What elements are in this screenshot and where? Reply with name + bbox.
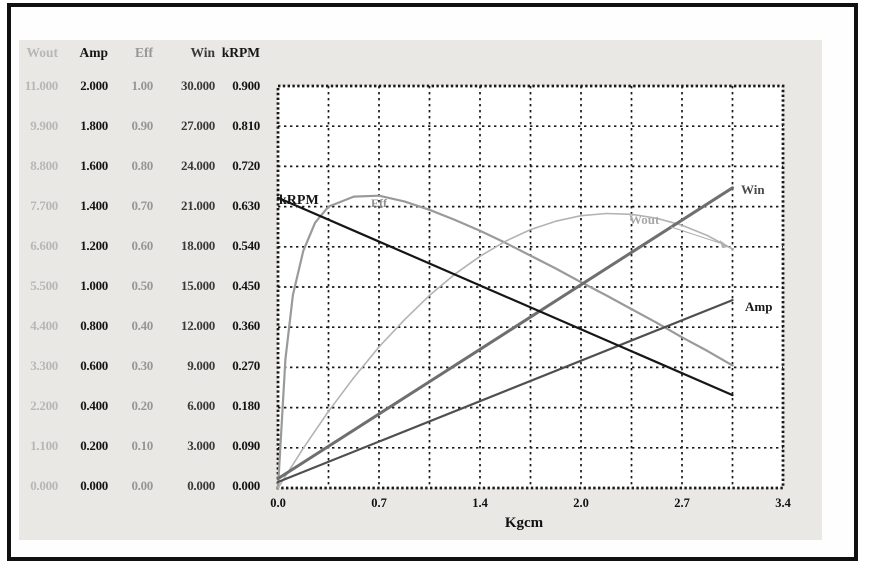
curve-amp bbox=[276, 299, 734, 484]
scale-cell-amp-1: 1.800 bbox=[80, 118, 108, 133]
scale-cell-win-6: 12.000 bbox=[181, 318, 215, 333]
scale-cell-wout-2: 8.800 bbox=[30, 158, 58, 173]
curve-label-amp: Amp bbox=[745, 299, 772, 314]
scale-cell-wout-9: 1.100 bbox=[30, 438, 58, 453]
scale-cell-krpm-10: 0.000 bbox=[232, 478, 260, 493]
scale-cell-eff-5: 0.50 bbox=[131, 278, 153, 293]
scale-cell-eff-7: 0.30 bbox=[131, 358, 153, 373]
wout-label-leader bbox=[670, 226, 727, 246]
scale-cell-win-2: 24.000 bbox=[181, 158, 215, 173]
plot-border bbox=[276, 84, 785, 490]
scale-column-win: Win 30.000 27.000 24.000 21.000 18.000 15.000 1… bbox=[153, 40, 215, 506]
scale-cell-eff-6: 0.40 bbox=[131, 318, 153, 333]
scale-table: Wout 11.000 9.900 8.800 7.700 6.600 5.500 4.400… bbox=[14, 40, 261, 506]
scale-header-win: Win bbox=[190, 45, 215, 60]
scale-column-wout: Wout 11.000 9.900 8.800 7.700 6.600 5.500 4.400… bbox=[14, 40, 59, 506]
scale-cell-win-9: 3.000 bbox=[187, 438, 215, 453]
x-axis-title: Kgcm bbox=[505, 515, 544, 531]
scale-cell-win-3: 21.000 bbox=[181, 198, 215, 213]
x-tick-label-1: 0.7 bbox=[371, 496, 387, 510]
scale-cell-win-1: 27.000 bbox=[181, 118, 215, 133]
scale-cell-wout-4: 6.600 bbox=[30, 238, 58, 253]
x-tick-label-4: 2.7 bbox=[674, 496, 690, 510]
scale-cell-wout-7: 3.300 bbox=[30, 358, 58, 373]
x-tick-label-3: 2.0 bbox=[573, 496, 589, 510]
scale-cell-win-10: 0.000 bbox=[187, 478, 215, 493]
scale-cell-wout-0: 11.000 bbox=[24, 78, 59, 93]
curve-krpm bbox=[276, 196, 734, 397]
scale-cell-krpm-0: 0.900 bbox=[232, 78, 260, 93]
scale-cell-eff-10: 0.00 bbox=[131, 478, 153, 493]
scale-cell-krpm-2: 0.720 bbox=[232, 158, 260, 173]
scale-cell-krpm-5: 0.450 bbox=[232, 278, 260, 293]
scale-cell-wout-3: 7.700 bbox=[30, 198, 58, 213]
curve-label-wout: Wout bbox=[629, 212, 660, 227]
scale-header-krpm: kRPM bbox=[221, 45, 260, 60]
scale-cell-krpm-9: 0.090 bbox=[232, 438, 260, 453]
scale-cell-amp-2: 1.600 bbox=[80, 158, 108, 173]
scale-cell-eff-9: 0.10 bbox=[131, 438, 153, 453]
scale-cell-amp-10: 0.000 bbox=[80, 478, 108, 493]
scale-cell-amp-7: 0.600 bbox=[80, 358, 108, 373]
x-tick-label-2: 1.4 bbox=[472, 496, 488, 510]
curve-wout bbox=[277, 212, 734, 489]
scale-cell-eff-8: 0.20 bbox=[131, 398, 153, 413]
scale-cell-krpm-3: 0.630 bbox=[232, 198, 260, 213]
curve-win bbox=[276, 186, 734, 481]
scale-cell-amp-5: 1.000 bbox=[80, 278, 108, 293]
scale-header-wout: Wout bbox=[26, 45, 58, 60]
scale-cell-amp-9: 0.200 bbox=[80, 438, 108, 453]
scale-column-eff: Eff 1.00 0.90 0.80 0.70 0.60 0.50 0.40 0.30 0.20 0… bbox=[108, 40, 153, 506]
scale-cell-wout-8: 2.200 bbox=[30, 398, 58, 413]
scale-cell-wout-5: 5.500 bbox=[30, 278, 58, 293]
scale-cell-win-7: 9.000 bbox=[187, 358, 215, 373]
scale-column-amp: Amp 2.000 1.800 1.600 1.400 1.200 1.000 0.800 0.… bbox=[58, 40, 108, 506]
scale-cell-amp-8: 0.400 bbox=[80, 398, 108, 413]
scale-cell-wout-1: 9.900 bbox=[30, 118, 58, 133]
x-tick-label-0: 0.0 bbox=[270, 496, 286, 510]
scale-cell-win-5: 15.000 bbox=[181, 278, 215, 293]
scale-cell-krpm-1: 0.810 bbox=[232, 118, 260, 133]
scale-cell-krpm-4: 0.540 bbox=[232, 238, 260, 253]
curve-eff bbox=[276, 194, 734, 490]
scale-cell-eff-4: 0.60 bbox=[131, 238, 153, 253]
scale-cell-eff-3: 0.70 bbox=[131, 198, 153, 213]
scale-cell-win-8: 6.000 bbox=[187, 398, 215, 413]
scale-cell-wout-10: 0.000 bbox=[30, 478, 58, 493]
wout-leader-arrowhead bbox=[720, 240, 729, 248]
scale-cell-win-0: 30.000 bbox=[181, 78, 215, 93]
scale-cell-eff-2: 0.80 bbox=[131, 158, 153, 173]
x-tick-label-5: 3.4 bbox=[775, 496, 791, 510]
scale-header-amp: Amp bbox=[79, 45, 108, 60]
scale-cell-win-4: 18.000 bbox=[181, 238, 215, 253]
curve-label-eff: Eff bbox=[371, 196, 388, 210]
scale-cell-eff-1: 0.90 bbox=[131, 118, 153, 133]
curve-label-krpm: kRPM bbox=[279, 193, 319, 208]
scale-cell-eff-0: 1.00 bbox=[131, 78, 153, 93]
scale-cell-krpm-6: 0.360 bbox=[232, 318, 260, 333]
scale-header-eff: Eff bbox=[135, 45, 153, 60]
scale-cell-krpm-7: 0.270 bbox=[232, 358, 260, 373]
scale-cell-amp-6: 0.800 bbox=[80, 318, 108, 333]
scale-column-krpm: kRPM 0.900 0.810 0.720 0.630 0.540 0.450 0.360 0… bbox=[215, 40, 261, 506]
scale-cell-amp-0: 2.000 bbox=[80, 78, 108, 93]
curve-label-win: Win bbox=[741, 182, 765, 197]
scale-cell-amp-3: 1.400 bbox=[80, 198, 108, 213]
scale-cell-wout-6: 4.400 bbox=[30, 318, 58, 333]
scale-cell-krpm-8: 0.180 bbox=[232, 398, 260, 413]
scale-cell-amp-4: 1.200 bbox=[80, 238, 108, 253]
